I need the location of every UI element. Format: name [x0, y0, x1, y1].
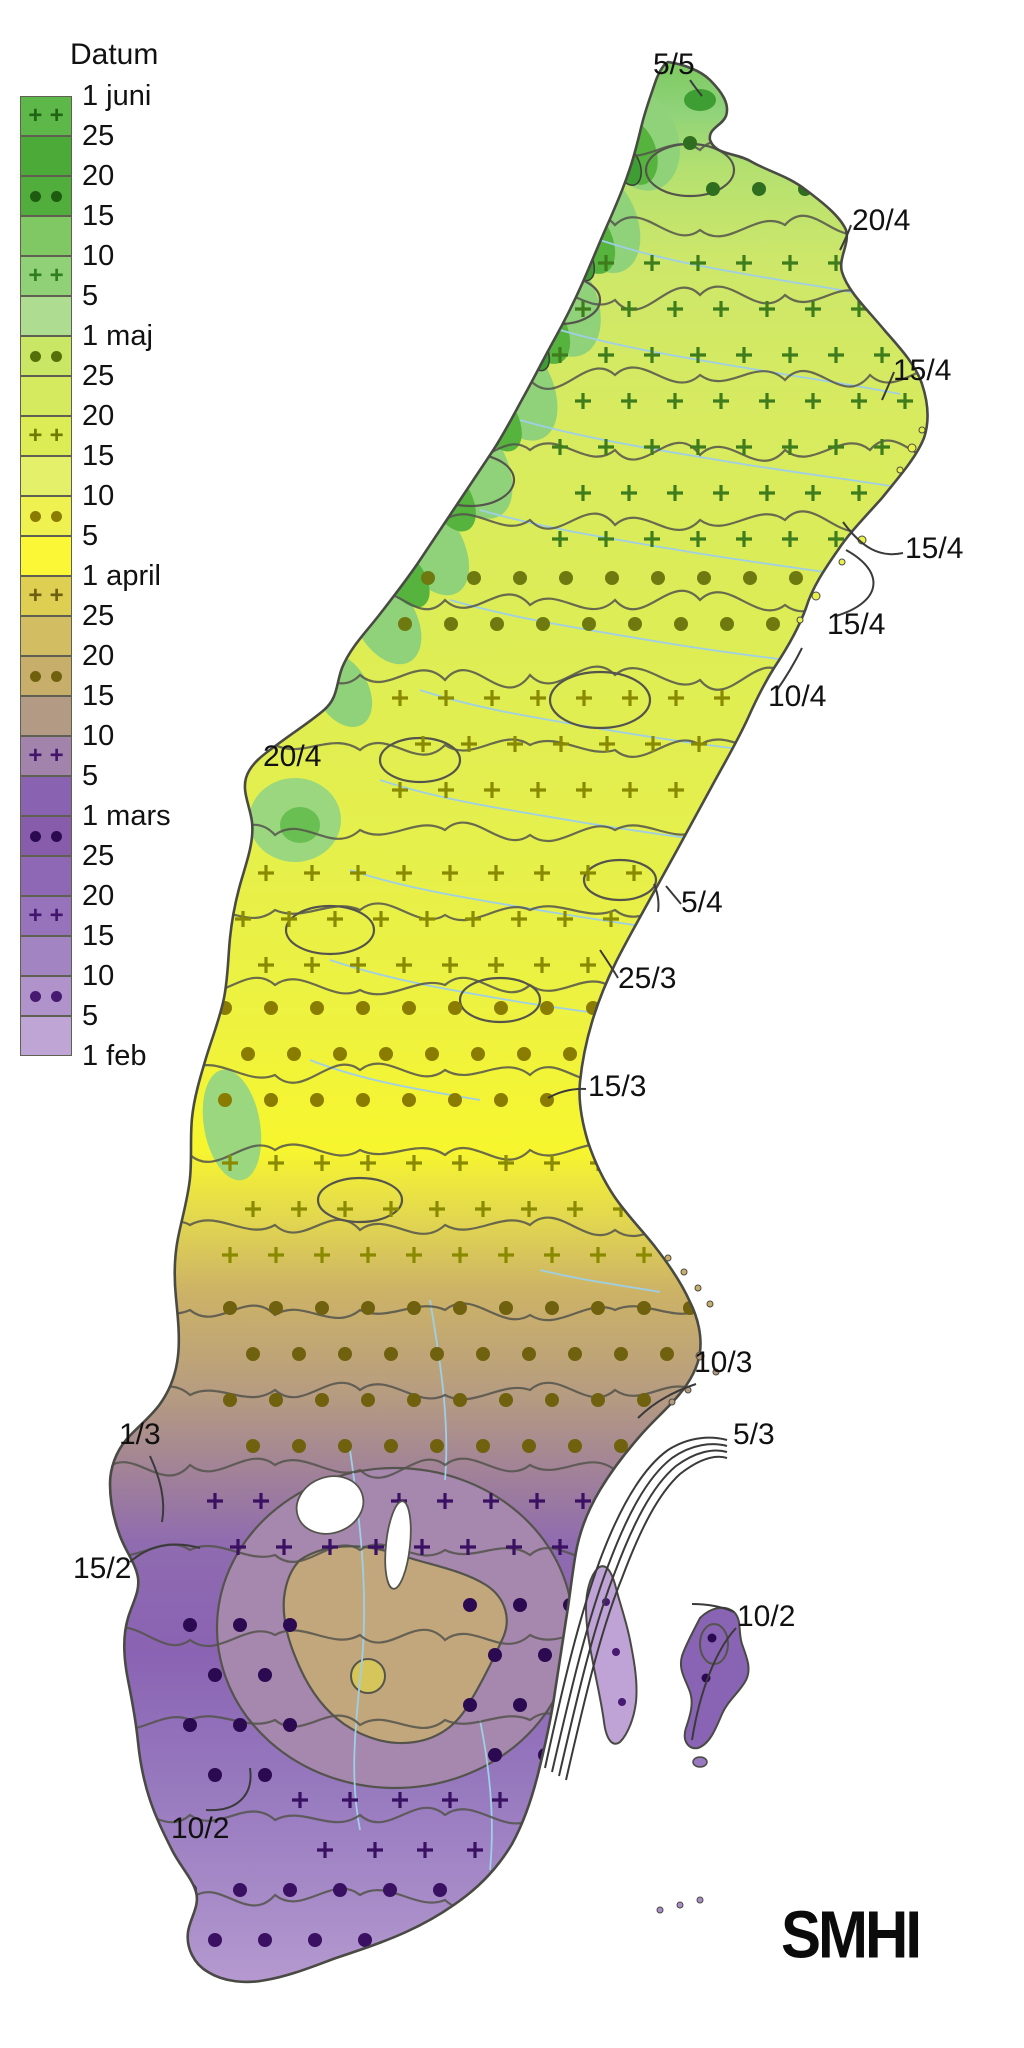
map-date-label: 15/4 [827, 608, 886, 641]
map-date-label: 15/4 [893, 354, 952, 387]
legend-cell [20, 816, 72, 856]
legend-cell [20, 296, 72, 336]
plus-pattern-icon: + [28, 262, 43, 289]
legend-cell [20, 936, 72, 976]
legend-label: 10 [82, 240, 115, 272]
map-date-label: 15/4 [905, 532, 964, 565]
legend-cell [20, 376, 72, 416]
legend-label: 1 april [82, 560, 161, 592]
map-date-label: 10/2 [171, 1812, 230, 1845]
plus-pattern-icon: + [49, 742, 64, 769]
plus-pattern-icon: + [49, 262, 64, 289]
legend-label: 15 [82, 440, 115, 472]
lakes [295, 1475, 412, 1590]
legend-cell [20, 776, 72, 816]
map-date-label: 5/5 [653, 48, 695, 81]
dot-pattern-icon [30, 670, 42, 682]
dot-pattern-icon [30, 350, 42, 362]
legend-label: 25 [82, 360, 115, 392]
plus-pattern-icon: + [28, 102, 43, 129]
legend-cell [20, 856, 72, 896]
legend-cell [20, 216, 72, 256]
plus-pattern-icon: + [28, 902, 43, 929]
map-date-label: 15/3 [588, 1070, 647, 1103]
plus-pattern-icon: + [28, 422, 43, 449]
legend-label: 15 [82, 920, 115, 952]
legend-label: 20 [82, 640, 115, 672]
legend-cell [20, 536, 72, 576]
legend-cell [20, 136, 72, 176]
map-date-label: 1/3 [119, 1418, 161, 1451]
plus-pattern-icon: + [49, 102, 64, 129]
legend-cell [20, 616, 72, 656]
map-date-label: 5/4 [681, 886, 723, 919]
smhi-logo: SMHI [781, 1897, 922, 1973]
coastal-islets [656, 426, 926, 1914]
dot-pattern-icon [50, 190, 62, 202]
dot-pattern-icon [30, 990, 42, 1002]
legend-cell [20, 656, 72, 696]
map-date-label: 25/3 [618, 962, 677, 995]
legend-label: 5 [82, 1000, 99, 1032]
legend-label: 1 feb [82, 1040, 147, 1072]
legend-cell [20, 1016, 72, 1056]
legend-cell: + + [20, 416, 72, 456]
legend-cell: + + [20, 96, 72, 136]
map-date-label: 20/4 [263, 740, 322, 773]
plus-pattern-icon: + [49, 902, 64, 929]
dot-pattern-icon [50, 830, 62, 842]
legend-label: 25 [82, 840, 115, 872]
map-date-label: 15/2 [73, 1552, 132, 1585]
plus-pattern-icon: + [49, 422, 64, 449]
legend-cell [20, 976, 72, 1016]
dot-pattern-icon [50, 510, 62, 522]
legend-label: 5 [82, 520, 99, 552]
dot-pattern-icon [30, 830, 42, 842]
plus-pattern-icon: + [28, 742, 43, 769]
legend-cell: + + [20, 736, 72, 776]
map-date-label: 20/4 [852, 204, 911, 237]
legend-label: 10 [82, 480, 115, 512]
plus-pattern-icon: + [28, 582, 43, 609]
label-leader-lines [129, 79, 904, 1812]
legend-label: 10 [82, 960, 115, 992]
legend-label: 20 [82, 400, 115, 432]
legend-label: 25 [82, 120, 115, 152]
dot-pattern-icon [30, 190, 42, 202]
legend-label: 20 [82, 880, 115, 912]
legend-label: 20 [82, 160, 115, 192]
map-date-label: 10/3 [694, 1346, 753, 1379]
legend-label: 15 [82, 200, 115, 232]
legend-label: 1 mars [82, 800, 171, 832]
dot-pattern-icon [50, 350, 62, 362]
island-oland [584, 1565, 638, 1745]
map-date-label: 10/2 [737, 1600, 796, 1633]
legend-cell [20, 456, 72, 496]
legend-label: 10 [82, 720, 115, 752]
legend-cell [20, 176, 72, 216]
legend-cell [20, 336, 72, 376]
legend-cell [20, 696, 72, 736]
dot-pattern-icon [30, 510, 42, 522]
dot-pattern-icon [50, 990, 62, 1002]
legend-label: 15 [82, 680, 115, 712]
legend-label: 5 [82, 280, 99, 312]
dot-pattern-icon [50, 670, 62, 682]
map-date-label: 5/3 [733, 1418, 775, 1451]
legend-title: Datum [70, 38, 159, 71]
legend-cell [20, 496, 72, 536]
legend-label: 25 [82, 600, 115, 632]
legend-cell: + + [20, 576, 72, 616]
plus-pattern-icon: + [49, 582, 64, 609]
legend-cell: + + [20, 256, 72, 296]
south-highland-region [215, 1466, 575, 1790]
legend-label: 1 juni [82, 80, 152, 112]
legend-label: 5 [82, 760, 99, 792]
map-date-label: 10/4 [768, 680, 827, 713]
legend-label: 1 maj [82, 320, 153, 352]
legend-cell: + + [20, 896, 72, 936]
